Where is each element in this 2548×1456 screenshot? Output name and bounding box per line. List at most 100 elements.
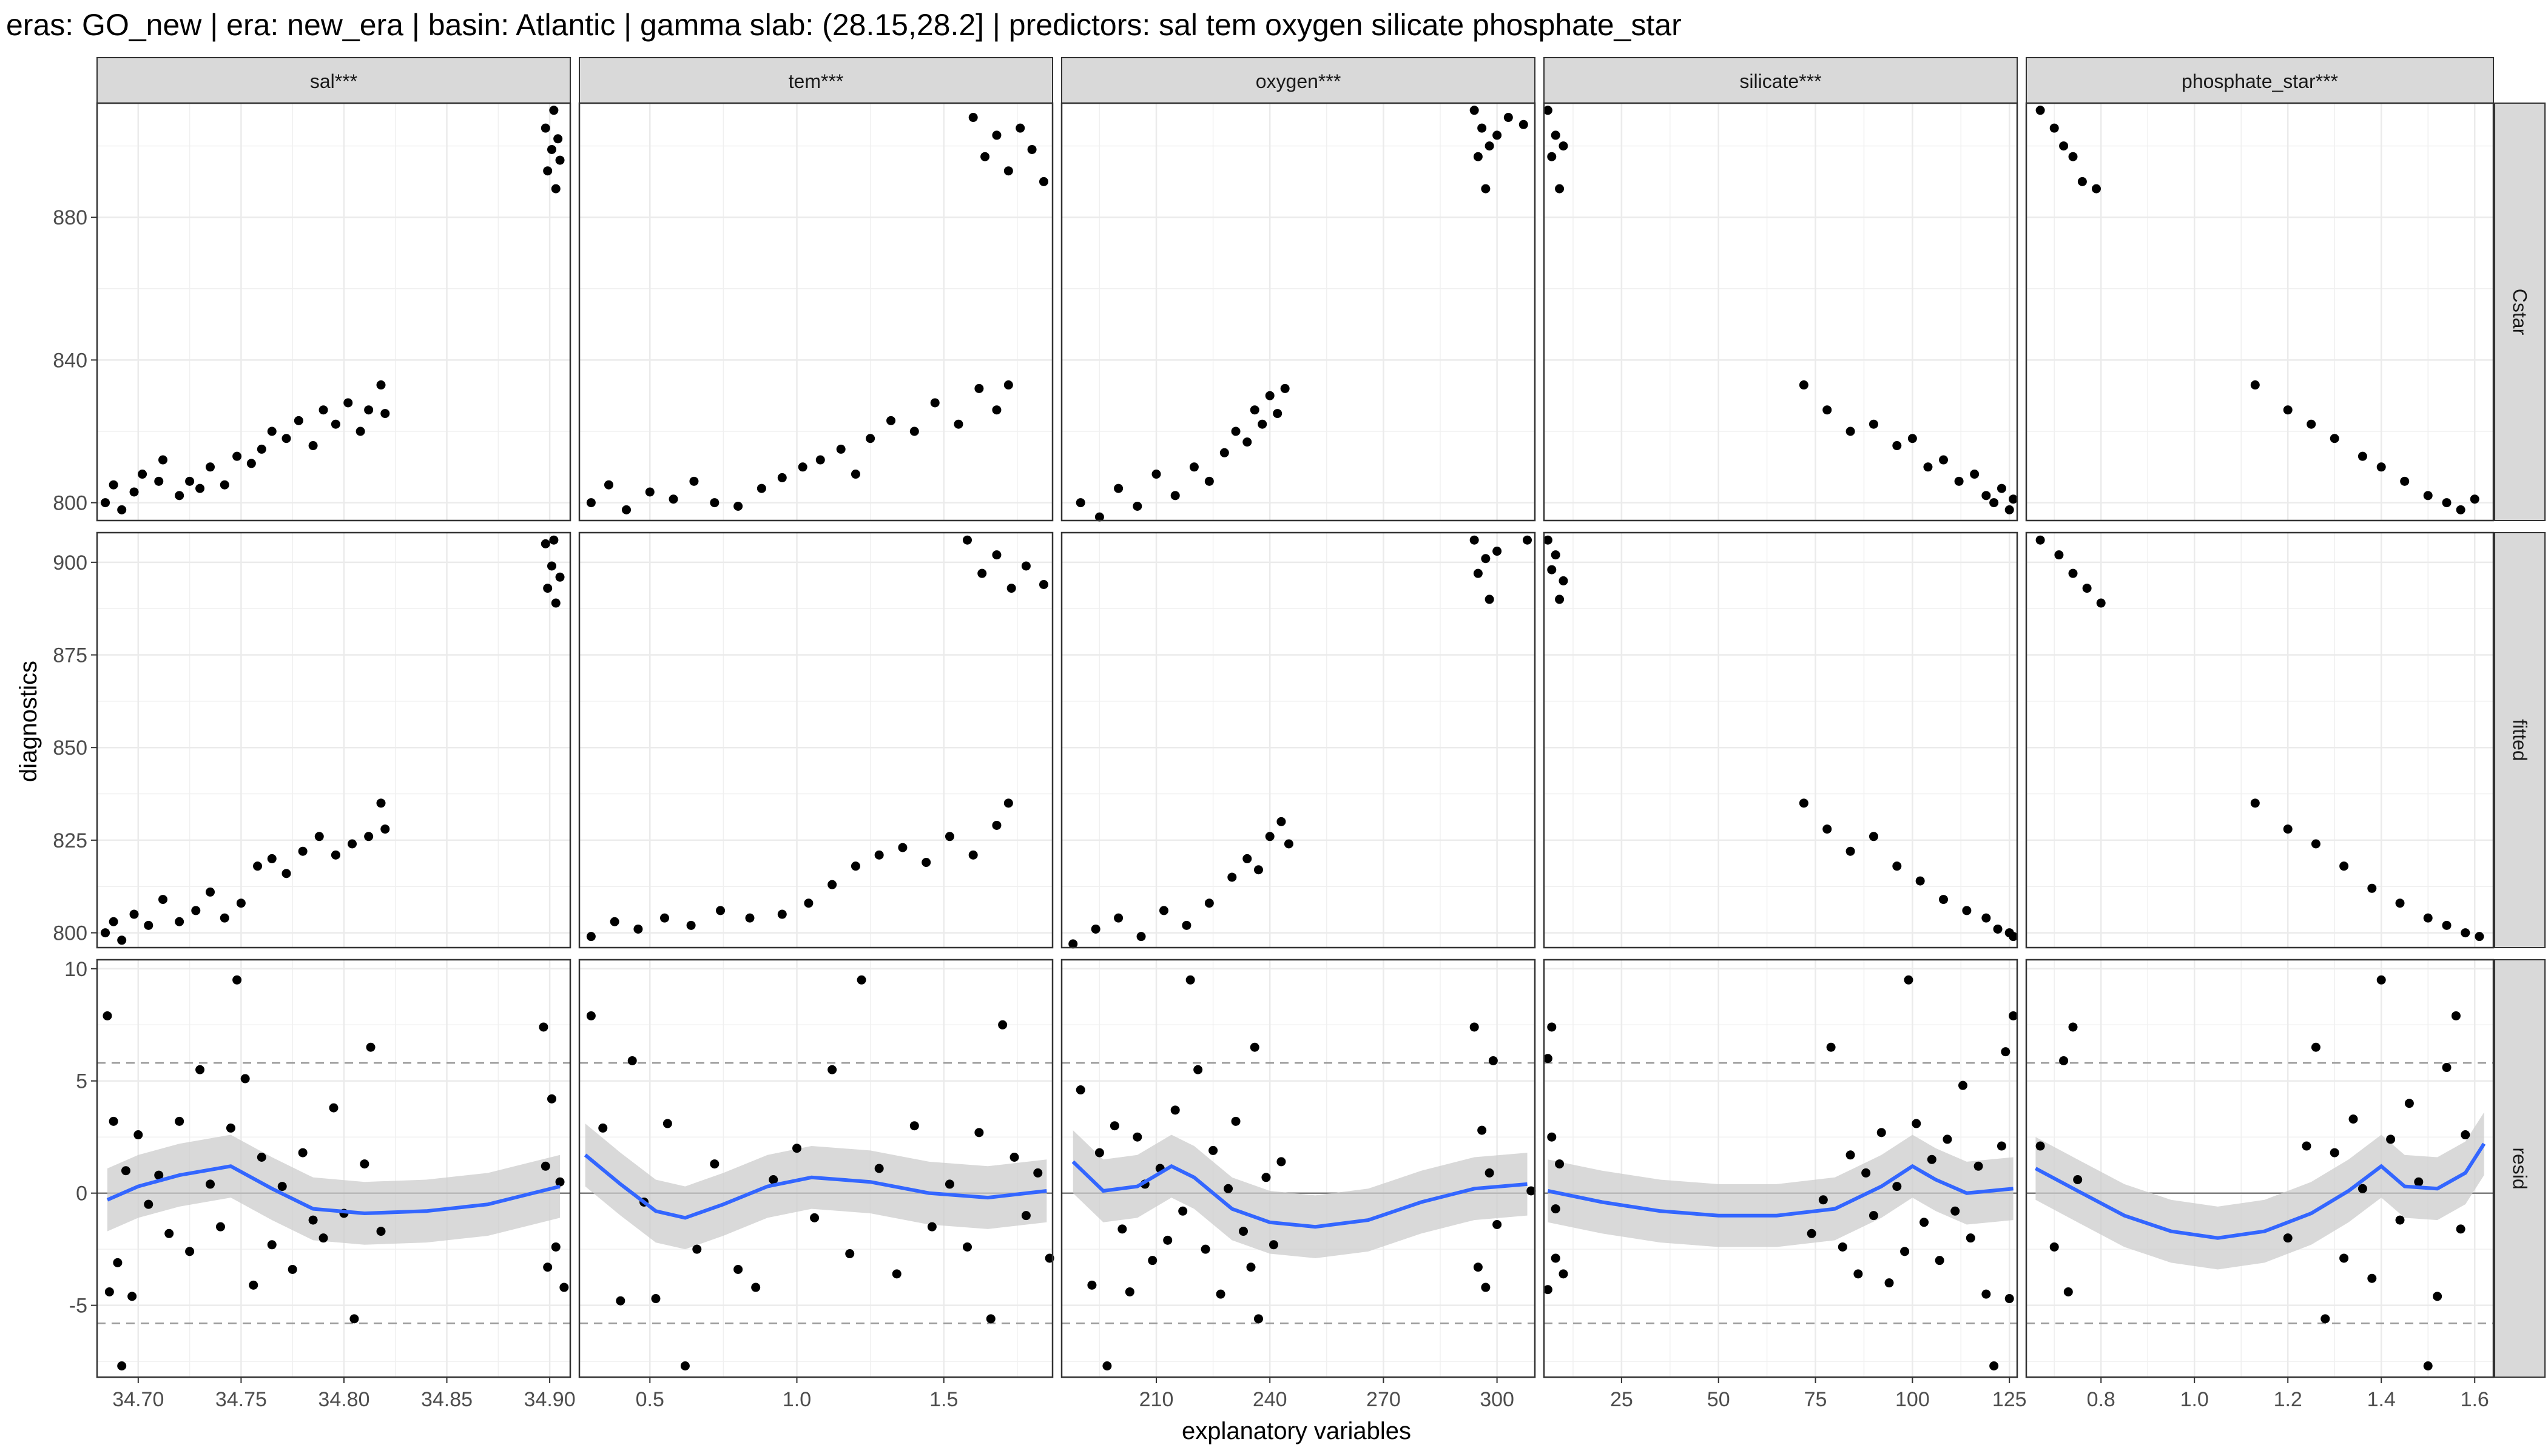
data-point xyxy=(798,462,807,472)
data-point xyxy=(2311,839,2320,849)
data-point xyxy=(992,405,1002,415)
data-point xyxy=(101,498,110,508)
y-tick-label: 800 xyxy=(53,492,87,515)
data-point xyxy=(1006,584,1016,593)
data-point xyxy=(1481,1282,1491,1292)
data-point xyxy=(2414,1177,2424,1187)
data-point xyxy=(113,1258,123,1267)
panel-background xyxy=(1062,533,1535,948)
y-tick-label: 825 xyxy=(53,829,87,852)
panel-2-1 xyxy=(1060,531,1536,949)
data-point xyxy=(710,1159,720,1169)
data-point xyxy=(1087,1280,1097,1290)
data-point xyxy=(2433,1292,2442,1301)
data-point xyxy=(555,572,565,582)
data-point xyxy=(1904,975,1913,985)
panel-0-2 xyxy=(96,959,571,1378)
panel-border xyxy=(1060,531,1536,949)
data-point xyxy=(2283,405,2293,415)
data-point xyxy=(541,1161,550,1171)
data-point xyxy=(851,861,860,871)
data-point xyxy=(2376,975,2386,985)
y-tick-label: 5 xyxy=(76,1070,87,1093)
data-point xyxy=(380,824,390,834)
data-point xyxy=(1102,1361,1112,1371)
data-point xyxy=(267,426,277,436)
data-point xyxy=(2059,1056,2069,1065)
data-point xyxy=(206,462,215,472)
data-point xyxy=(158,455,168,465)
x-tick-label: 240 xyxy=(1253,1388,1287,1411)
x-tick-label: 34.75 xyxy=(215,1388,267,1411)
data-point xyxy=(249,1280,258,1290)
data-point xyxy=(1265,391,1275,400)
data-point xyxy=(1216,1289,1225,1299)
data-point xyxy=(598,1123,608,1133)
data-point xyxy=(343,398,353,408)
data-point xyxy=(963,535,972,545)
facet-strip-label: tem*** xyxy=(789,70,844,92)
panel-4-1 xyxy=(2025,531,2495,949)
data-point xyxy=(133,1130,143,1140)
data-point xyxy=(1939,455,1949,465)
data-point xyxy=(318,405,328,415)
data-point xyxy=(1845,1150,1855,1160)
data-point xyxy=(1258,419,1267,429)
data-point xyxy=(2096,598,2106,608)
data-point xyxy=(1869,419,1878,429)
data-point xyxy=(2320,1314,2330,1324)
data-point xyxy=(348,839,357,849)
data-point xyxy=(1117,1224,1127,1234)
data-point xyxy=(2386,1134,2396,1144)
data-point xyxy=(1838,1242,1847,1252)
data-point xyxy=(349,1314,359,1324)
data-point xyxy=(294,416,303,425)
data-point xyxy=(1136,932,1146,942)
data-point xyxy=(1845,846,1855,856)
data-point xyxy=(2451,1011,2461,1020)
data-point xyxy=(1178,1206,1188,1216)
data-point xyxy=(1485,1168,1494,1178)
data-point xyxy=(1261,1173,1271,1182)
data-point xyxy=(2049,1242,2059,1252)
data-point xyxy=(138,470,147,479)
data-point xyxy=(586,1011,596,1020)
data-point xyxy=(2068,568,2078,578)
data-point xyxy=(1003,798,1013,808)
facet-strip-label: phosphate_star*** xyxy=(2182,70,2338,92)
data-point xyxy=(2302,1141,2311,1151)
y-axis-title: diagnostics xyxy=(15,661,42,782)
facet-strip-4 xyxy=(2026,57,2494,104)
x-axis-title: explanatory variables xyxy=(1182,1418,1411,1444)
data-point xyxy=(1481,554,1491,564)
data-point xyxy=(549,535,559,545)
y-tick-label: -5 xyxy=(69,1295,87,1318)
confidence-band xyxy=(2035,1112,2484,1270)
data-point xyxy=(1003,380,1013,390)
data-point xyxy=(121,1166,130,1176)
data-point xyxy=(308,1215,318,1225)
data-point xyxy=(2283,824,2293,834)
data-point xyxy=(185,476,195,486)
data-point xyxy=(1250,1042,1259,1052)
data-point xyxy=(2330,434,2339,443)
data-point xyxy=(1970,470,1980,479)
data-point xyxy=(2068,1022,2078,1032)
data-point xyxy=(2339,861,2349,871)
data-point xyxy=(662,1119,672,1128)
data-point xyxy=(1993,924,2003,934)
data-point xyxy=(1981,1289,1991,1299)
data-point xyxy=(1981,913,1991,923)
x-tick-label: 1.4 xyxy=(2367,1388,2396,1411)
data-point xyxy=(117,1361,127,1371)
data-point xyxy=(1966,1233,1975,1243)
x-tick-label: 270 xyxy=(1366,1388,1401,1411)
data-point xyxy=(733,1264,743,1274)
data-point xyxy=(1799,798,1808,808)
data-point xyxy=(769,1175,778,1184)
data-point xyxy=(1923,462,1933,472)
facet-strip-3 xyxy=(1543,57,2018,104)
data-point xyxy=(175,917,184,926)
data-point xyxy=(680,1361,690,1371)
data-point xyxy=(930,398,940,408)
